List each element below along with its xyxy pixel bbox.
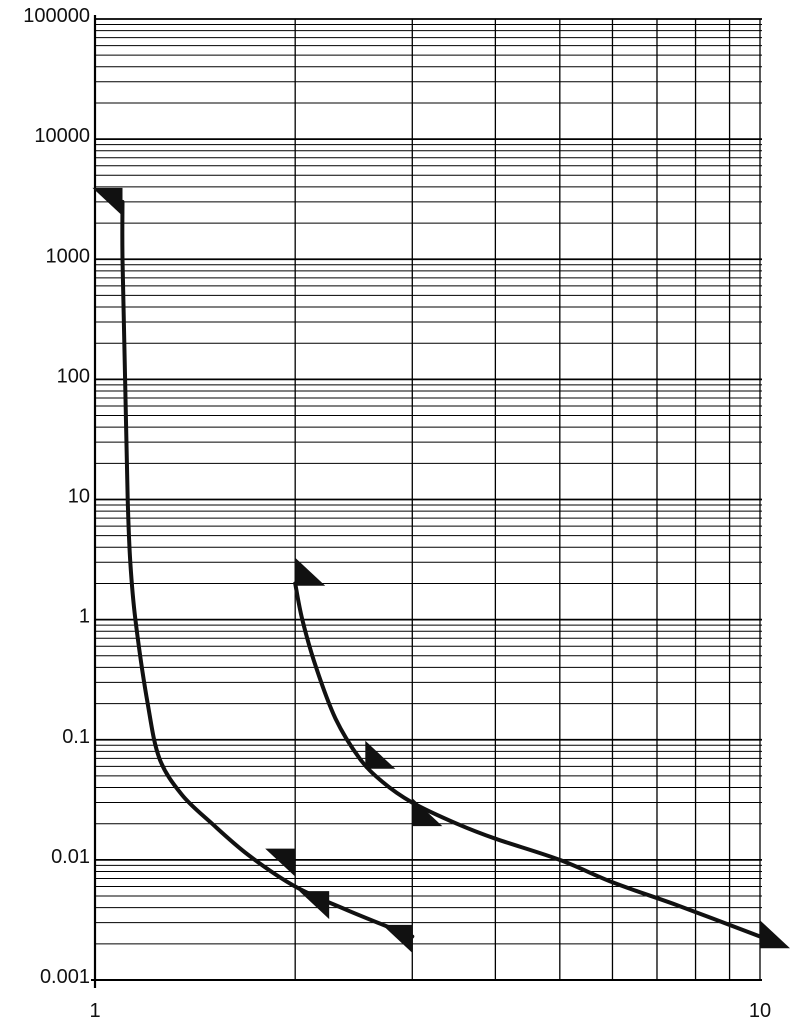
arrow-marker-1 <box>92 187 123 216</box>
tick-labels: 100000 10000 1000 100 10 1 0.1 0.01 0.001 1 10 <box>23 5 771 1022</box>
y-tick-label: 10000 <box>34 125 90 147</box>
curves <box>120 199 762 939</box>
y-tick-label: 0.1 <box>62 726 90 748</box>
y-tick-label: 100000 <box>23 5 90 27</box>
arrow-markers <box>92 187 790 953</box>
y-tick-label: 1000 <box>46 245 91 267</box>
y-tick-label: 1 <box>79 606 90 628</box>
arrow-marker-4 <box>382 924 413 953</box>
curve-1 <box>120 199 415 939</box>
plot-frame <box>91 15 762 988</box>
arrow-marker-8 <box>760 920 790 949</box>
x-tick-label: 1 <box>89 1000 100 1022</box>
y-tick-label: 100 <box>57 365 90 387</box>
x-tick-label: 10 <box>749 1000 771 1022</box>
y-tick-label: 0.01 <box>51 846 90 868</box>
y-tick-label: 10 <box>68 486 90 508</box>
arrow-marker-6 <box>365 740 396 769</box>
arrow-marker-2 <box>265 848 296 877</box>
y-tick-label: 0.001 <box>40 966 90 988</box>
arrow-marker-3 <box>299 891 330 920</box>
curve-2 <box>293 581 762 939</box>
arrow-marker-5 <box>295 557 326 586</box>
grid <box>95 19 762 981</box>
arrow-marker-7 <box>412 798 443 827</box>
